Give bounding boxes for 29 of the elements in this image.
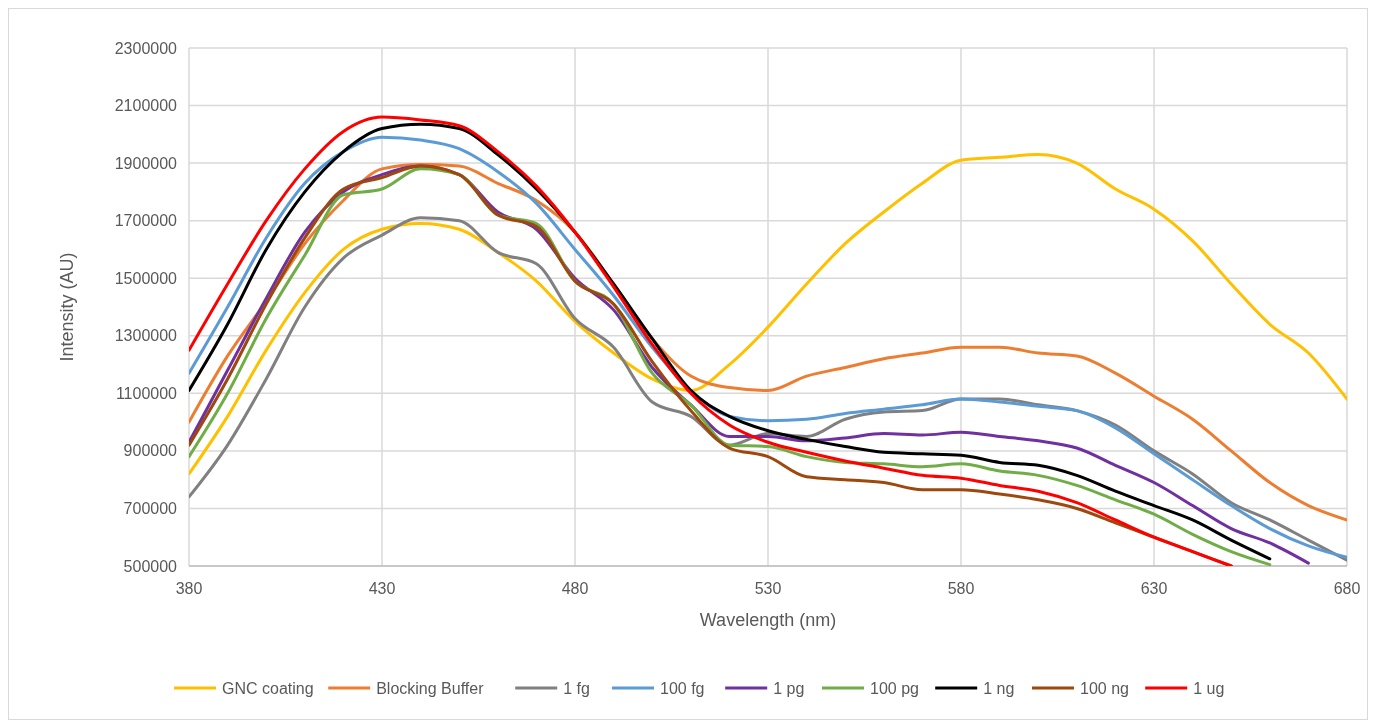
y-tick-label: 1300000 — [114, 327, 178, 345]
x-tick-label: 680 — [1333, 580, 1361, 597]
x-axis-title: Wavelength (nm) — [699, 610, 837, 630]
legend-label: 100 ng — [1080, 679, 1129, 697]
legend-label: 1 fg — [563, 679, 590, 697]
x-tick-label: 580 — [947, 580, 975, 597]
legend-label: 1 ug — [1193, 679, 1225, 697]
legend-label: 1 ng — [983, 679, 1015, 697]
legend-label: 100 fg — [660, 679, 705, 697]
y-tick-label: 2300000 — [114, 39, 178, 57]
y-axis-title: Intensity (AU) — [57, 252, 77, 362]
y-tick-label: 1500000 — [114, 269, 178, 287]
y-tick-label: 1700000 — [114, 212, 178, 230]
y-tick-label: 1900000 — [114, 154, 178, 172]
x-tick-label: 380 — [175, 580, 203, 597]
y-tick-label: 2100000 — [114, 97, 178, 115]
x-tick-label: 430 — [368, 580, 396, 597]
y-tick-label: 500000 — [123, 557, 178, 575]
x-tick-label: 530 — [754, 580, 782, 597]
legend-label: GNC coating — [222, 679, 314, 697]
legend-label: 100 pg — [870, 679, 919, 697]
y-tick-label: 900000 — [123, 442, 178, 460]
y-tick-label: 700000 — [123, 500, 178, 518]
x-tick-label: 630 — [1140, 580, 1168, 597]
line-series — [189, 152, 1347, 476]
legend-label: Blocking Buffer — [376, 679, 485, 697]
y-tick-label: 1100000 — [115, 384, 178, 402]
x-tick-label: 480 — [561, 580, 589, 597]
legend-label: 1 pg — [773, 679, 805, 697]
